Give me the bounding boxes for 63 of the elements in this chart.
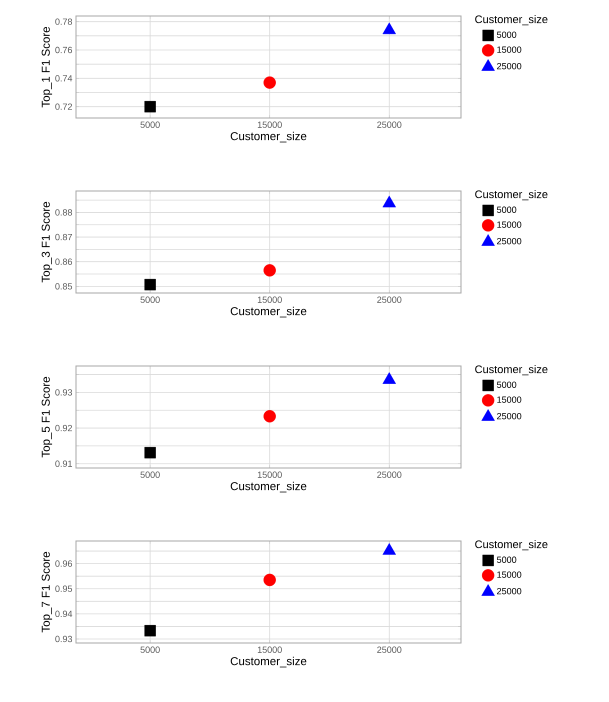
x-tick-label: 5000: [140, 472, 160, 478]
legend-title: Customer_size: [475, 15, 548, 26]
x-tick-label: 15000: [258, 296, 282, 303]
point: [144, 100, 156, 112]
point: [263, 410, 276, 422]
y-tick-label: 0.72: [55, 103, 72, 110]
x-tick-label: 25000: [377, 296, 402, 303]
x-tick-label: 5000: [140, 122, 160, 128]
point: [382, 543, 396, 555]
y-axis-title: Top_5 F1 Score: [42, 376, 52, 458]
legend-label: 5000: [496, 556, 516, 563]
point: [382, 372, 396, 384]
y-tick-label: 0.74: [55, 75, 72, 82]
x-tick-label: 25000: [377, 646, 402, 653]
x-tick-label: 25000: [377, 472, 402, 478]
legend-label: 25000: [497, 588, 522, 594]
y-tick-label: 0.93: [55, 636, 72, 642]
legend-label: 25000: [497, 238, 522, 244]
y-tick-label: 0.94: [55, 610, 72, 618]
legend-label: 15000: [497, 396, 522, 403]
x-tick-label: 15000: [258, 472, 282, 478]
point: [382, 196, 396, 208]
y-tick-label: 0.78: [55, 18, 72, 25]
point: [382, 22, 396, 34]
y-axis-title: Top_7 F1 Score: [42, 552, 52, 632]
y-tick-label: 0.95: [55, 586, 72, 592]
legend-label: 25000: [497, 62, 522, 70]
x-tick-label: 25000: [377, 122, 402, 128]
legend-label: 15000: [497, 221, 522, 228]
legend-label: 5000: [496, 206, 516, 213]
legend-title: Customer_size: [475, 365, 548, 376]
legend-title: Customer_size: [475, 540, 548, 550]
x-tick-label: 5000: [140, 296, 160, 303]
legend-label: 15000: [497, 46, 522, 53]
legend-label: 25000: [497, 412, 522, 420]
x-tick-label: 15000: [258, 122, 282, 128]
y-tick-label: 0.93: [55, 389, 72, 396]
x-axis-title: Customer_size: [230, 132, 306, 142]
legend-label: 5000: [496, 382, 516, 388]
y-tick-label: 0.86: [55, 258, 72, 265]
legend-label: 5000: [496, 32, 516, 38]
point: [263, 264, 276, 277]
legend-label: 15000: [497, 571, 522, 578]
point: [144, 624, 156, 636]
y-tick-label: 0.92: [55, 424, 72, 432]
x-axis-title: Customer_size: [230, 656, 306, 668]
point: [144, 278, 156, 290]
y-tick-label: 0.85: [55, 283, 72, 290]
x-axis-title: Customer_size: [230, 482, 306, 492]
y-tick-label: 0.91: [55, 460, 72, 467]
y-tick-label: 0.96: [55, 560, 72, 567]
y-tick-label: 0.88: [55, 209, 72, 216]
x-axis-title: Customer_size: [230, 306, 306, 318]
x-tick-label: 5000: [140, 646, 160, 653]
point: [263, 76, 276, 89]
y-tick-label: 0.76: [55, 46, 72, 54]
y-tick-label: 0.87: [55, 234, 72, 240]
point: [263, 574, 276, 586]
y-axis-title: Top_3 F1 Score: [42, 202, 52, 282]
x-tick-label: 15000: [258, 646, 282, 653]
legend-title: Customer_size: [475, 190, 548, 200]
point: [144, 446, 156, 458]
y-axis-title: Top_1 F1 Score: [42, 26, 52, 108]
